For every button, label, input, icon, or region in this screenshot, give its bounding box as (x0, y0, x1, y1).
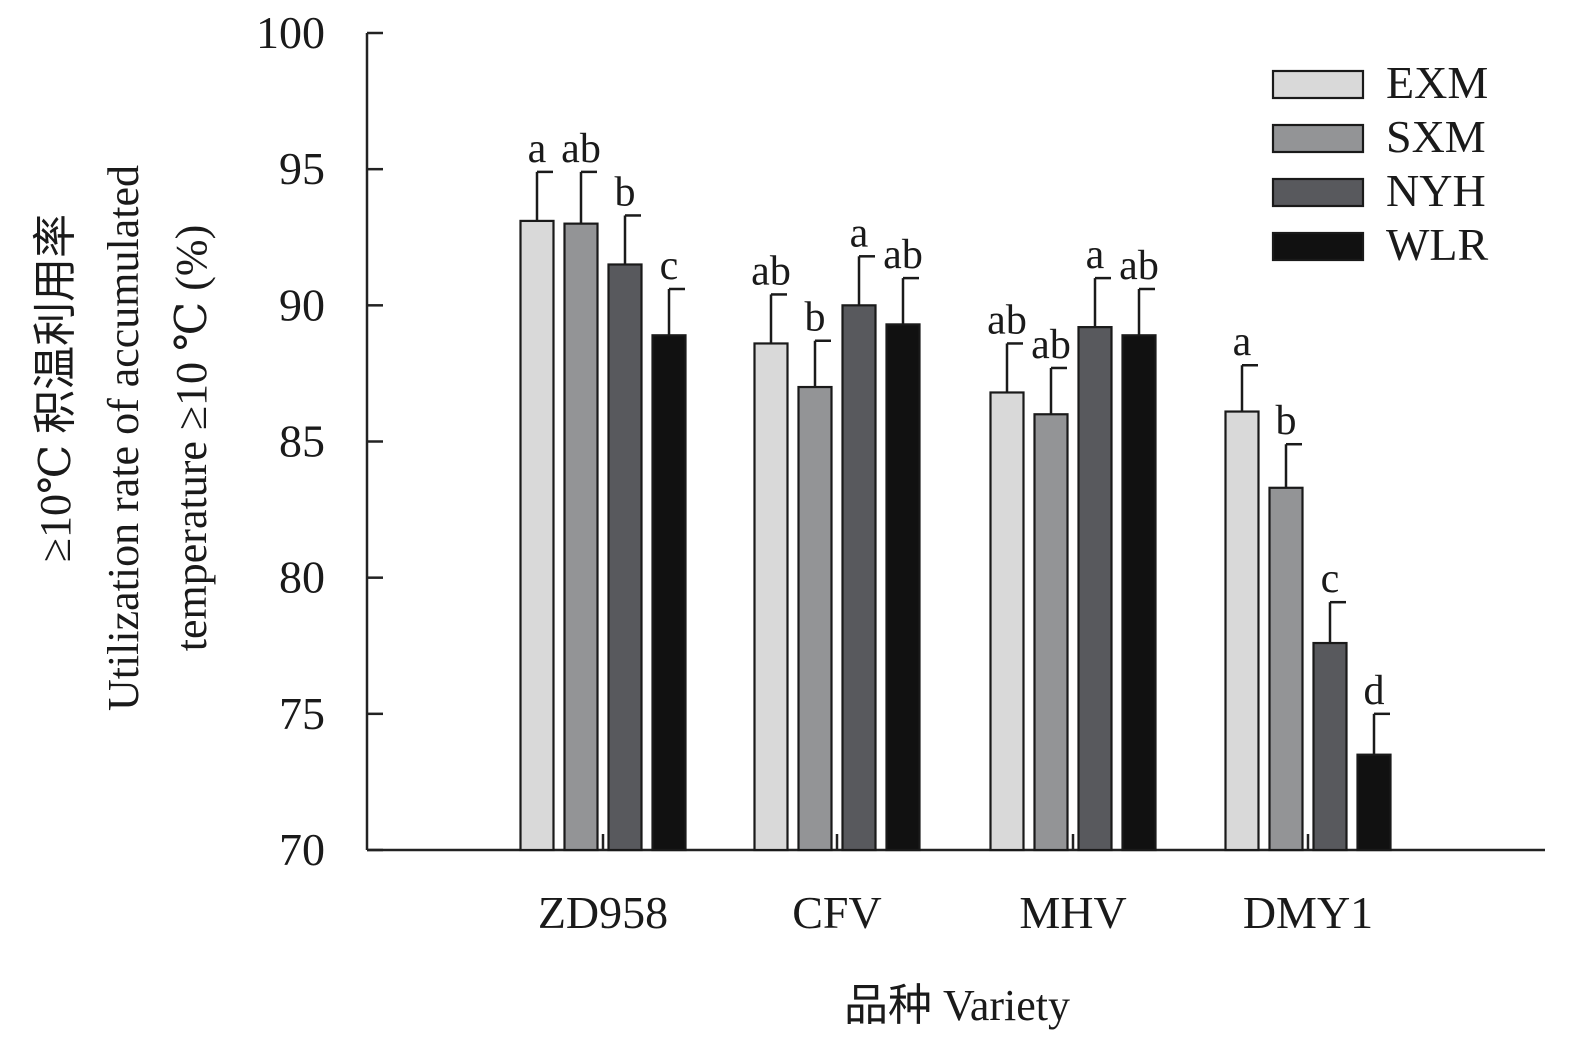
bar (1077, 326, 1113, 852)
significance-label: ab (883, 232, 923, 278)
bar (841, 304, 877, 852)
significance-label: a (1233, 319, 1252, 365)
x-tick-label: CFV (792, 887, 881, 938)
significance-label: b (615, 169, 636, 215)
significance-label: a (850, 210, 869, 256)
significance-label: b (805, 295, 826, 341)
legend-label: EXM (1386, 57, 1488, 108)
significance-label: ab (987, 297, 1027, 343)
y-tick-label: 80 (279, 552, 325, 603)
legend-swatch (1271, 177, 1365, 208)
bar (519, 219, 555, 852)
y-axis-ticks: 70 75 80 85 90 95 100 (256, 7, 383, 875)
bar (1033, 413, 1069, 852)
legend-swatch (1271, 123, 1365, 154)
significance-label: c (1321, 556, 1340, 602)
y-axis-title: ≥10℃ 积温利用率 Utilization rate of accumulat… (31, 165, 216, 711)
x-axis-categories: ZD958 CFV MHV DMY1 (538, 834, 1373, 938)
significance-label: ab (1031, 322, 1071, 368)
significance-label: ab (1119, 243, 1159, 289)
bar (1224, 410, 1260, 852)
bar (651, 334, 687, 852)
bar (563, 222, 599, 852)
bar (1312, 641, 1348, 852)
legend-swatch (1271, 69, 1365, 100)
y-axis-title-line-3: temperature ≥10 ℃ (%) (167, 225, 216, 651)
y-tick-label: 85 (279, 416, 325, 467)
legend-label: WLR (1386, 219, 1489, 270)
y-tick-label: 90 (279, 279, 325, 330)
y-axis-title-line-2: Utilization rate of accumulated (99, 165, 148, 711)
bar (1268, 486, 1304, 852)
significance-label: ab (561, 126, 601, 172)
bar (1356, 753, 1392, 852)
x-tick-label: MHV (1019, 887, 1126, 938)
significance-label: c (660, 243, 679, 289)
y-tick-label: 70 (279, 824, 325, 875)
x-tick-label: DMY1 (1243, 887, 1373, 938)
x-tick-label: ZD958 (538, 887, 668, 938)
significance-label: a (1086, 232, 1105, 278)
legend-label: SXM (1386, 111, 1486, 162)
legend-swatch (1271, 231, 1365, 262)
bar (797, 385, 833, 852)
bar (989, 391, 1025, 852)
bar (753, 342, 789, 852)
bar (1121, 334, 1157, 852)
bar (607, 263, 643, 852)
significance-label: a (528, 126, 547, 172)
y-tick-label: 95 (279, 143, 325, 194)
significance-label: ab (751, 248, 791, 294)
y-axis-title-line-1: ≥10℃ 积温利用率 (31, 214, 80, 562)
bar (885, 323, 921, 852)
legend-label: NYH (1386, 165, 1486, 216)
y-tick-label: 75 (279, 688, 325, 739)
y-tick-label: 100 (256, 7, 325, 58)
significance-label: b (1276, 398, 1297, 444)
x-axis-title: 品种 Variety (844, 981, 1070, 1030)
significance-label: d (1364, 668, 1385, 714)
